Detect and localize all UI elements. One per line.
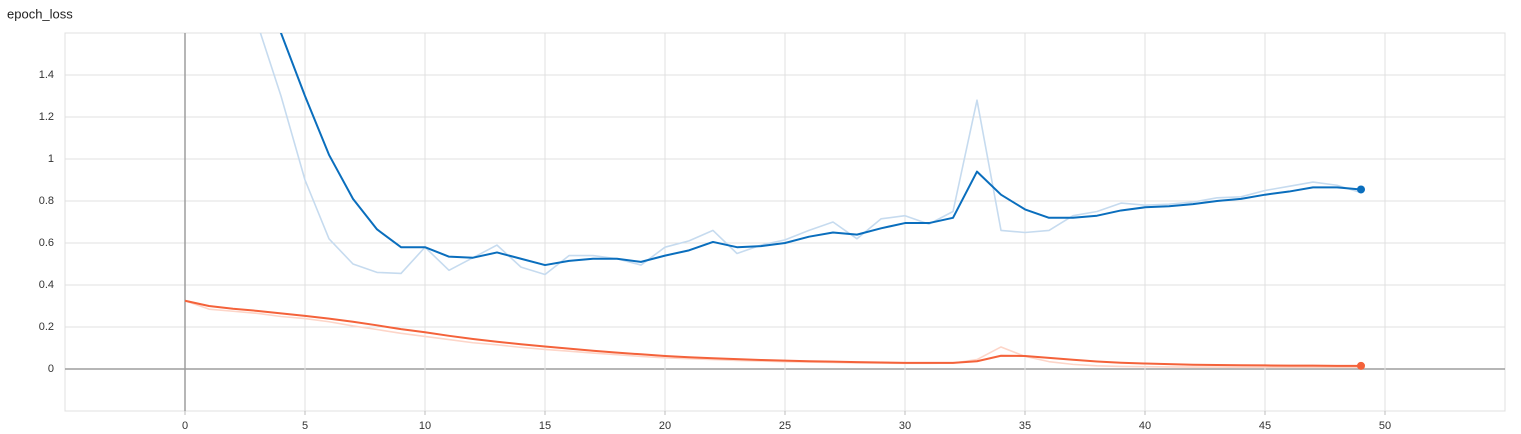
- y-tick-label: 0.6: [39, 237, 54, 249]
- series-line: [279, 33, 1362, 267]
- series-line: [184, 299, 1361, 369]
- y-tick-label: 0.4: [39, 279, 54, 291]
- x-tick-label: 35: [1019, 420, 1031, 432]
- grid: [64, 32, 1506, 415]
- y-tick-label: 1: [48, 153, 54, 165]
- x-tick-label: 10: [419, 420, 431, 432]
- x-tick-label: 25: [779, 420, 791, 432]
- y-tick-label: 0: [48, 363, 54, 375]
- plot-lines: [184, 33, 1365, 370]
- axis-labels: 0 0.2 0.4 0.6 0.8 1 1.2 1.4 0 5 10 15 20 25 30 35 40 45 50: [39, 69, 1391, 432]
- x-tick-label: 15: [539, 420, 551, 432]
- series-line: [259, 33, 1362, 276]
- x-tick-label: 0: [182, 420, 188, 432]
- series-line: [184, 299, 1361, 367]
- y-tick-label: 1.2: [39, 111, 54, 123]
- x-tick-label: 20: [659, 420, 671, 432]
- x-tick-label: 40: [1139, 420, 1151, 432]
- x-tick-label: 45: [1259, 420, 1271, 432]
- chart-title: epoch_loss: [7, 6, 73, 21]
- x-tick-label: 30: [899, 420, 911, 432]
- x-tick-label: 5: [302, 420, 308, 432]
- y-tick-label: 0.2: [39, 321, 54, 333]
- last-point-marker: [1357, 185, 1365, 194]
- last-point-marker: [1357, 361, 1365, 370]
- y-tick-label: 0.8: [39, 195, 54, 207]
- y-tick-label: 1.4: [39, 69, 54, 81]
- x-tick-label: 50: [1379, 420, 1391, 432]
